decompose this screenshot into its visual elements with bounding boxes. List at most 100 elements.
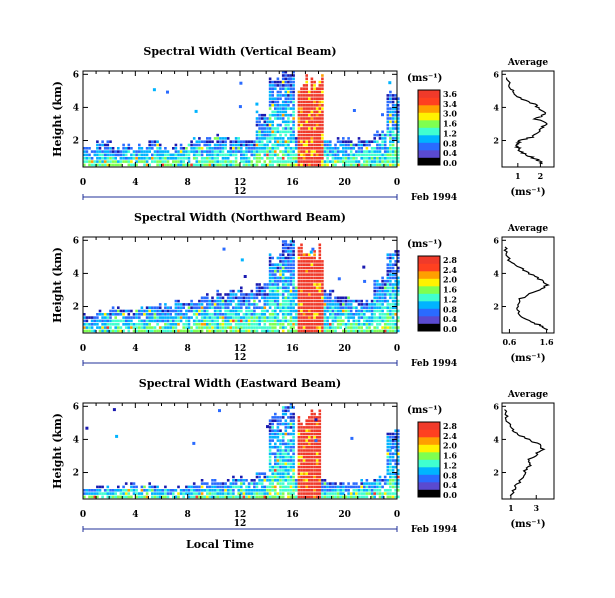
heatmap-cell — [192, 309, 196, 313]
heatmap-cell — [158, 319, 162, 323]
heatmap-cell — [386, 469, 390, 472]
heatmap-cell — [300, 130, 303, 134]
heatmap-cell — [211, 147, 214, 150]
heatmap-cell — [323, 147, 327, 150]
heatmap-cell — [98, 326, 102, 329]
heatmap-cell — [276, 459, 280, 462]
heatmap-cell — [148, 482, 151, 485]
heatmap-cell — [274, 479, 277, 482]
heatmap-cell — [292, 87, 295, 90]
heatmap-cell — [287, 462, 290, 466]
heatmap-cell — [305, 472, 308, 475]
heatmap-cell — [313, 80, 316, 84]
heatmap-cell — [90, 489, 94, 492]
heatmap-cell — [347, 319, 350, 323]
heatmap-cell — [284, 429, 288, 432]
heatmap-cell — [182, 150, 185, 153]
heatmap-cell — [274, 279, 277, 283]
heatmap-cell — [289, 422, 293, 426]
heatmap-cell — [373, 137, 376, 140]
heatmap-cell — [250, 163, 254, 167]
heatmap-cell — [266, 495, 269, 499]
heatmap-cell — [313, 299, 316, 303]
heatmap-cell — [148, 157, 151, 160]
heatmap-cell — [255, 157, 259, 160]
heatmap-cell — [213, 299, 217, 303]
heatmap-cell — [109, 309, 112, 313]
heatmap-cell — [258, 140, 261, 143]
heatmap-cell — [321, 299, 324, 303]
heatmap-cell — [106, 316, 110, 319]
heatmap-cell — [287, 260, 290, 263]
heatmap-cell — [106, 150, 110, 153]
heatmap-cell — [376, 293, 379, 296]
heatmap-cell — [297, 455, 301, 459]
heatmap-cell — [250, 140, 254, 143]
heatmap-cell — [224, 299, 227, 303]
heatmap-cell — [156, 323, 159, 326]
heatmap-cell — [331, 289, 335, 293]
heatmap-cell — [247, 326, 251, 329]
heatmap-cell — [391, 495, 395, 499]
heatmap-cell — [274, 130, 277, 134]
heatmap-cell — [203, 143, 206, 147]
heatmap-cell — [315, 120, 319, 124]
heatmap-cell — [274, 452, 277, 456]
average-title: Average — [507, 224, 548, 234]
heatmap-cell — [318, 270, 322, 273]
heatmap-cell — [305, 436, 308, 439]
heatmap-cell — [391, 459, 395, 462]
heatmap-cell — [85, 492, 89, 495]
heatmap-cell — [383, 147, 387, 150]
heatmap-cell — [164, 485, 167, 489]
heatmap-cell — [313, 329, 316, 333]
heatmap-cell — [255, 475, 259, 479]
heatmap-cell — [363, 279, 367, 283]
heatmap-cell — [344, 489, 348, 492]
y-tick-label: 6 — [73, 70, 79, 80]
heatmap-cell — [300, 485, 303, 489]
heatmap-cell — [83, 147, 86, 150]
heatmap-cell — [292, 442, 295, 446]
heatmap-cell — [281, 306, 285, 309]
heatmap-cell — [245, 143, 248, 147]
heatmap-cell — [331, 319, 335, 323]
heatmap-cell — [305, 429, 308, 432]
heatmap-cell — [98, 329, 102, 333]
heatmap-cell — [355, 153, 358, 157]
heatmap-cell — [323, 303, 327, 306]
heatmap-cell — [190, 309, 193, 313]
heatmap-cell — [185, 489, 188, 492]
heatmap-cell — [122, 143, 125, 147]
heatmap-cell — [208, 329, 212, 333]
chart-title: Spectral Width (Eastward Beam) — [139, 377, 341, 390]
heatmap-cell — [122, 150, 125, 153]
heatmap-cell — [342, 150, 345, 153]
heatmap-cell — [226, 326, 230, 329]
heatmap-cell — [190, 147, 193, 150]
heatmap-cell — [318, 442, 322, 446]
heatmap-cell — [130, 482, 133, 485]
heatmap-cell — [211, 150, 214, 153]
heatmap-cell — [397, 140, 400, 143]
heatmap-cell — [376, 143, 379, 147]
heatmap-cell — [258, 316, 261, 319]
heatmap-cell — [391, 110, 395, 114]
heatmap-cell — [226, 309, 230, 313]
heatmap-cell — [240, 286, 243, 290]
heatmap-cell — [357, 143, 361, 147]
heatmap-cell — [88, 495, 91, 499]
heatmap-cell — [198, 299, 201, 303]
heatmap-cell — [281, 150, 285, 153]
heatmap-cell — [289, 426, 293, 429]
heatmap-cell — [158, 153, 162, 157]
heatmap-cell — [397, 475, 400, 479]
heatmap-cell — [344, 316, 348, 319]
heatmap-cell — [88, 492, 91, 495]
heatmap-cell — [308, 323, 311, 326]
heatmap-cell — [352, 160, 356, 163]
heatmap-cell — [394, 439, 397, 442]
heatmap-cell — [287, 489, 290, 492]
heatmap-cell — [90, 326, 94, 329]
heatmap-cell — [276, 462, 280, 466]
